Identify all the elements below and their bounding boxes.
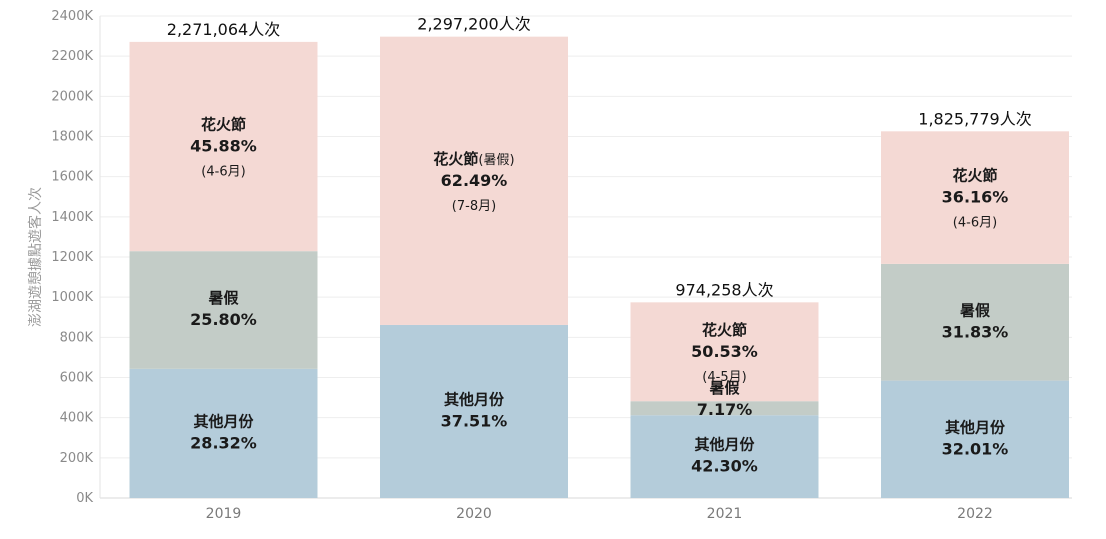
x-tick-label: 2022 (957, 506, 993, 522)
bar-segment-summer (630, 401, 819, 416)
x-axis: 2019 2020 2021 2022 (206, 506, 993, 522)
y-tick-label: 200K (60, 451, 94, 466)
x-tick-label: 2020 (456, 506, 492, 522)
segment-pct-label: 28.32% (190, 433, 257, 452)
segment-sub-label: (4-5月) (702, 370, 746, 385)
bar-segment-fireworks (129, 41, 318, 252)
bar-segment-fireworks (881, 131, 1069, 264)
segment-pct-label: 45.88% (190, 137, 257, 156)
x-tick-label: 2021 (707, 506, 743, 522)
bar-total-label: 974,258人次 (675, 280, 773, 299)
bar-segment-other (630, 415, 819, 498)
bar-segment-summer (881, 263, 1069, 381)
y-axis: 0K 200K 400K 600K 800K 1000K 1200K 1400K 1600K 18… (51, 9, 93, 506)
bar-segment-summer (129, 251, 318, 369)
segment-title-label: 暑假 (208, 289, 239, 307)
y-tick-label: 0K (76, 491, 93, 506)
segment-pct-label: 25.80% (190, 310, 257, 329)
y-tick-label: 2000K (51, 89, 93, 104)
segment-pct-label: 37.51% (441, 411, 508, 430)
bar-segment-fireworks (380, 36, 568, 325)
segment-title-label: 其他月份 (694, 436, 755, 454)
y-tick-label: 600K (60, 371, 94, 386)
y-tick-label: 1800K (51, 130, 93, 145)
bar-total-label: 2,271,064人次 (167, 20, 280, 39)
bar-segment-other (129, 368, 318, 498)
bar-total-label: 2,297,200人次 (417, 15, 530, 34)
y-tick-label: 1000K (51, 290, 93, 305)
x-tick-label: 2019 (206, 506, 242, 522)
segment-title-label: 花火節 (201, 116, 246, 134)
segment-title-suffix: (暑假) (478, 153, 514, 168)
segment-pct-label: 7.17% (697, 400, 753, 419)
segment-pct-label: 32.01% (942, 439, 1009, 458)
segment-title-label: 花火節 (952, 167, 997, 185)
segment-sub-label: (4-6月) (953, 216, 997, 231)
y-axis-label: 澎湖遊憩據點遊客人次 (27, 187, 44, 327)
y-tick-label: 2400K (51, 9, 93, 24)
y-tick-label: 1600K (51, 170, 93, 185)
segment-pct-label: 62.49% (441, 171, 508, 190)
y-tick-label: 800K (60, 330, 94, 345)
segment-pct-label: 36.16% (942, 188, 1009, 207)
segment-sub-label: (4-6月) (201, 165, 245, 180)
segment-sub-label: (7-8月) (452, 199, 496, 214)
segment-title-label: 暑假 (709, 379, 740, 397)
segment-title-label: 花火節 (702, 321, 747, 339)
y-tick-label: 1200K (51, 250, 93, 265)
bar-segment-fireworks (630, 302, 819, 402)
y-tick-label: 2200K (51, 49, 93, 64)
segment-title-label: 花火節(暑假) (433, 150, 514, 168)
segment-pct-label: 31.83% (942, 322, 1009, 341)
bars (129, 36, 1069, 498)
segment-title-label: 暑假 (960, 301, 991, 319)
bar-segment-other (881, 380, 1069, 498)
segment-pct-label: 50.53% (691, 342, 758, 361)
y-tick-label: 400K (60, 411, 94, 426)
segment-labels: 2,271,064人次其他月份28.32%暑假25.80%花火節45.88%(4… (167, 15, 1032, 476)
bar-segment-other (380, 324, 568, 498)
segment-title-label: 其他月份 (945, 418, 1006, 436)
bar-total-label: 1,825,779人次 (918, 109, 1031, 128)
y-tick-label: 1400K (51, 210, 93, 225)
segment-pct-label: 42.30% (691, 457, 758, 476)
segment-title-label: 其他月份 (444, 390, 505, 408)
segment-title-label: 其他月份 (193, 412, 254, 430)
